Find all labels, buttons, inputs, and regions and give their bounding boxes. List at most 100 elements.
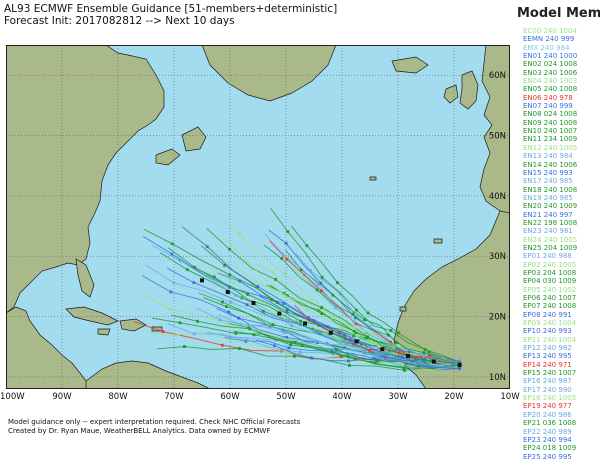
track-point bbox=[368, 348, 371, 352]
deterministic-track-point bbox=[457, 362, 462, 367]
legend-item: EN21 240 997 bbox=[523, 210, 573, 219]
land-britain bbox=[459, 70, 479, 110]
track-point bbox=[370, 339, 374, 343]
track-point bbox=[422, 351, 426, 355]
track-point bbox=[282, 291, 286, 295]
track-point bbox=[277, 309, 281, 313]
track-point bbox=[205, 245, 209, 249]
track-point bbox=[384, 355, 387, 359]
track-point bbox=[421, 358, 424, 361]
track-point bbox=[309, 269, 312, 272]
track-point bbox=[294, 321, 298, 325]
legend-item: EN04 240 1003 bbox=[523, 77, 578, 86]
track-point bbox=[232, 298, 235, 302]
legend-item: EN12 240 1005 bbox=[523, 143, 578, 152]
track-point bbox=[285, 257, 289, 261]
ensemble-track bbox=[291, 226, 460, 364]
title-line-2: Forecast Init: 2017082812 --> Next 10 da… bbox=[4, 15, 235, 27]
track-point bbox=[352, 329, 356, 333]
track-point bbox=[256, 285, 260, 288]
land-iceland bbox=[391, 56, 429, 74]
longitude-label: 90W bbox=[52, 392, 72, 402]
track-point bbox=[169, 290, 173, 294]
track-point bbox=[280, 257, 284, 260]
track-point bbox=[314, 340, 318, 343]
track-point bbox=[428, 354, 431, 358]
track-point bbox=[282, 331, 286, 334]
track-point bbox=[229, 339, 233, 343]
ensemble-track bbox=[142, 236, 460, 369]
track-point bbox=[354, 316, 357, 320]
track-point bbox=[317, 308, 321, 312]
longitude-label: 30W bbox=[388, 392, 408, 402]
track-point bbox=[228, 247, 231, 251]
track-point bbox=[410, 366, 414, 370]
track-point bbox=[320, 275, 324, 279]
track-point bbox=[405, 358, 408, 362]
track-point bbox=[397, 344, 401, 347]
deterministic-track-point bbox=[380, 347, 385, 352]
legend-item: EN22 198 1008 bbox=[523, 218, 578, 227]
track-point bbox=[168, 307, 171, 311]
land-newfoundland bbox=[181, 126, 207, 152]
track-point bbox=[400, 356, 404, 359]
track-point bbox=[343, 342, 347, 345]
legend-item: EN08 024 1008 bbox=[523, 110, 578, 119]
ensemble-track bbox=[218, 314, 460, 369]
track-point bbox=[397, 331, 400, 335]
track-point bbox=[285, 336, 288, 339]
land-cuba bbox=[65, 306, 119, 326]
track-point bbox=[305, 308, 309, 311]
track-point bbox=[299, 319, 302, 323]
ensemble-track bbox=[294, 304, 460, 364]
footer-line-2: Created by Dr. Ryan Maue, WeatherBELL An… bbox=[8, 427, 271, 435]
track-point bbox=[221, 300, 224, 304]
track-point bbox=[320, 306, 323, 309]
ensemble-track bbox=[225, 239, 460, 366]
track-point bbox=[282, 272, 286, 275]
legend-item: EMX 240 984 bbox=[523, 43, 570, 52]
legend-item: EP17 240 990 bbox=[523, 385, 572, 394]
track-point bbox=[255, 280, 258, 283]
track-point bbox=[422, 354, 426, 358]
legend-item: EN06 240 978 bbox=[523, 93, 573, 102]
deterministic-track-point bbox=[303, 321, 307, 326]
ensemble-track bbox=[264, 233, 460, 363]
track-point bbox=[396, 349, 399, 353]
legend-item: EN13 240 984 bbox=[523, 152, 573, 161]
track-point bbox=[246, 292, 249, 296]
ensemble-track bbox=[270, 207, 460, 363]
latitude-label: 10N bbox=[489, 373, 506, 383]
land-jamaica bbox=[97, 328, 111, 336]
track-point bbox=[238, 232, 242, 236]
track-point bbox=[415, 350, 419, 354]
track-point bbox=[284, 241, 288, 245]
track-point bbox=[375, 359, 379, 363]
track-point bbox=[272, 271, 275, 275]
footer-line-1: Model guidance only -- expert interpreta… bbox=[8, 418, 301, 426]
legend-item: EN24 240 1005 bbox=[523, 235, 578, 244]
deterministic-track-point bbox=[225, 290, 230, 294]
track-point bbox=[299, 268, 303, 272]
track-point bbox=[414, 362, 418, 366]
track-point bbox=[348, 364, 351, 367]
track-point bbox=[192, 332, 196, 336]
track-point bbox=[282, 302, 286, 305]
landmasses bbox=[5, 44, 511, 390]
legend-title: Model Mems bbox=[517, 6, 600, 21]
track-point bbox=[305, 244, 309, 247]
track-point bbox=[225, 305, 228, 308]
land-florida bbox=[75, 258, 95, 298]
legend-item: EEMN 240 999 bbox=[523, 35, 575, 44]
track-point bbox=[387, 333, 390, 337]
track-point bbox=[343, 333, 346, 337]
track-point bbox=[368, 341, 371, 345]
track-point bbox=[172, 334, 175, 337]
track-point bbox=[334, 348, 338, 352]
track-point bbox=[286, 351, 290, 354]
legend-item: EN25 204 1009 bbox=[523, 243, 578, 252]
track-point bbox=[252, 333, 256, 337]
title-line-1: AL93 ECMWF Ensemble Guidance [51-members… bbox=[4, 3, 338, 15]
ensemble-track bbox=[216, 308, 460, 368]
track-point bbox=[369, 358, 373, 362]
